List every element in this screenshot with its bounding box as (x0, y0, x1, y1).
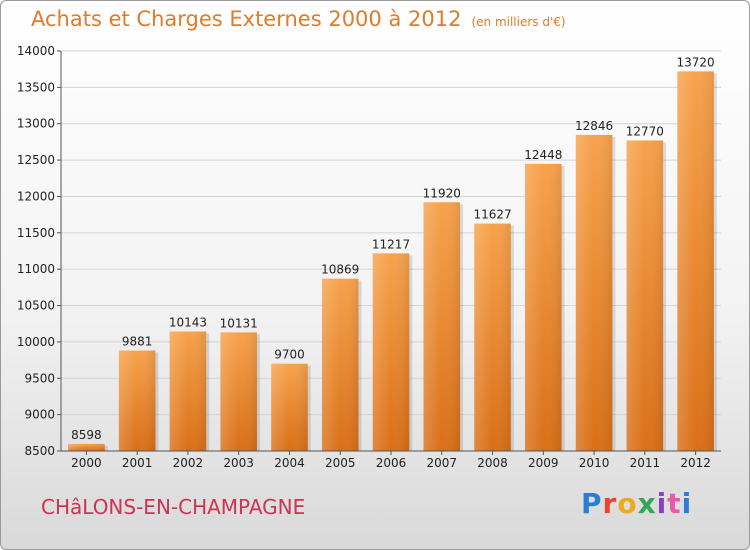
axis-layer: 8500 9000 9500 10000 10500 11000 11500 12000 125… (17, 44, 721, 470)
value-label: 13720 (677, 55, 715, 69)
bar-shine (220, 332, 257, 451)
title-unit: (en milliers d'€) (471, 15, 566, 29)
x-tick-label: 2003 (223, 456, 254, 470)
value-label: 11627 (473, 208, 511, 222)
x-tick-label: 2006 (376, 456, 407, 470)
value-label: 10131 (220, 316, 258, 330)
y-tick-label: 9500 (24, 371, 55, 385)
x-tick-label: 2009 (528, 456, 559, 470)
bar-shine (68, 443, 105, 451)
x-tick-label: 2004 (274, 456, 305, 470)
x-tick-label: 2010 (579, 456, 610, 470)
x-tick-label: 2002 (173, 456, 204, 470)
x-tick-label: 2000 (71, 456, 102, 470)
value-label: 9700 (274, 348, 305, 362)
value-label: 12448 (524, 148, 562, 162)
y-tick-label: 13000 (17, 117, 55, 131)
bar-shine (525, 163, 562, 451)
bar-shine (423, 202, 461, 451)
value-label: 11920 (423, 186, 461, 200)
x-tick-label: 2011 (630, 456, 661, 470)
bar-shine (118, 350, 156, 451)
bar-shine (372, 253, 410, 451)
chart-title: Achats et Charges Externes 2000 à 2012 (e… (31, 7, 566, 31)
value-label: 8598 (71, 428, 102, 442)
x-tick-label: 2012 (680, 456, 711, 470)
x-tick-label: 2005 (325, 456, 356, 470)
value-label: 11217 (372, 237, 410, 251)
title-text: Achats et Charges Externes 2000 à 2012 (31, 7, 462, 31)
bar-shine (474, 223, 511, 451)
bar-layer: 8598 9881 10143 10131 9700 10869 11217 11920 116… (68, 55, 717, 452)
proxiti-logo[interactable]: Proxiti (581, 487, 693, 520)
value-label: 12846 (575, 119, 613, 133)
y-tick-label: 10500 (17, 299, 55, 313)
value-label: 10143 (169, 316, 207, 330)
x-tick-label: 2001 (122, 456, 153, 470)
value-label: 9881 (122, 335, 153, 349)
bar-shine (575, 134, 613, 451)
city-name: CHâLONS-EN-CHAMPAGNE (41, 495, 306, 519)
bar-shine (677, 71, 714, 451)
bar-shine (321, 278, 359, 451)
y-tick-label: 10000 (17, 335, 55, 349)
bar-shine (626, 140, 664, 452)
bar-shine (271, 363, 308, 451)
value-label: 12770 (626, 124, 664, 138)
value-label: 10869 (321, 263, 359, 277)
bar-shine (169, 331, 207, 451)
x-tick-label: 2008 (477, 456, 508, 470)
y-tick-label: 13500 (17, 80, 55, 94)
y-tick-label: 8500 (24, 444, 55, 458)
x-tick-label: 2007 (426, 456, 457, 470)
y-tick-label: 12500 (17, 153, 55, 167)
y-tick-label: 11000 (17, 262, 55, 276)
y-tick-label: 12000 (17, 189, 55, 203)
y-tick-label: 9000 (24, 408, 55, 422)
y-tick-label: 14000 (17, 44, 55, 58)
y-tick-label: 11500 (17, 226, 55, 240)
